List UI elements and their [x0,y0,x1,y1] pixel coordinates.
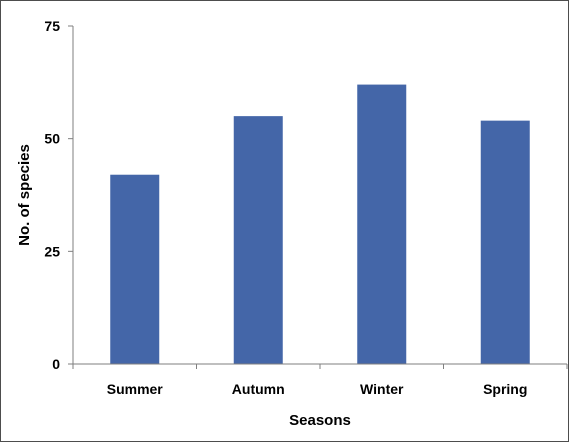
bar-summer [110,174,160,364]
x-axis-title: Seasons [289,412,351,429]
x-ticks: Summer Autumn Winter Spring [72,364,568,397]
y-tick-label: 0 [52,356,60,372]
y-tick-label: 25 [44,243,60,259]
x-tick-label: Spring [483,381,527,397]
x-tick-label: Winter [360,381,404,397]
y-tick-label: 50 [44,131,60,147]
bar-spring [480,120,530,364]
y-axis-title: No. of species [16,144,33,246]
x-tick-label: Autumn [232,381,285,397]
bars [110,84,530,364]
x-tick-label: Summer [107,381,164,397]
bar-winter [357,84,407,364]
bar-autumn [233,116,283,364]
y-tick-label: 75 [44,18,60,34]
y-ticks: 0 25 50 75 [44,18,73,372]
